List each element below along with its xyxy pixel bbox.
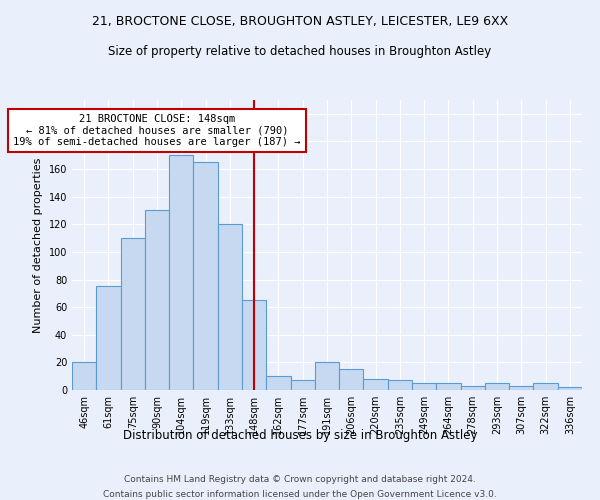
Text: Contains HM Land Registry data © Crown copyright and database right 2024.: Contains HM Land Registry data © Crown c… [124, 475, 476, 484]
Y-axis label: Number of detached properties: Number of detached properties [33, 158, 43, 332]
Bar [242, 300, 266, 390]
Bar [218, 224, 242, 390]
Bar [412, 383, 436, 390]
Bar [558, 387, 582, 390]
Bar [121, 238, 145, 390]
Bar [364, 379, 388, 390]
Bar [169, 155, 193, 390]
Bar [461, 386, 485, 390]
Text: Contains public sector information licensed under the Open Government Licence v3: Contains public sector information licen… [103, 490, 497, 499]
Bar [485, 383, 509, 390]
Text: 21 BROCTONE CLOSE: 148sqm
← 81% of detached houses are smaller (790)
19% of semi: 21 BROCTONE CLOSE: 148sqm ← 81% of detac… [13, 114, 301, 147]
Text: 21, BROCTONE CLOSE, BROUGHTON ASTLEY, LEICESTER, LE9 6XX: 21, BROCTONE CLOSE, BROUGHTON ASTLEY, LE… [92, 15, 508, 28]
Bar [266, 376, 290, 390]
Bar [533, 383, 558, 390]
Bar [436, 383, 461, 390]
Bar [72, 362, 96, 390]
Bar [388, 380, 412, 390]
Text: Size of property relative to detached houses in Broughton Astley: Size of property relative to detached ho… [109, 45, 491, 58]
Bar [509, 386, 533, 390]
Bar [96, 286, 121, 390]
Bar [315, 362, 339, 390]
Bar [145, 210, 169, 390]
Bar [193, 162, 218, 390]
Bar [290, 380, 315, 390]
Bar [339, 370, 364, 390]
Text: Distribution of detached houses by size in Broughton Astley: Distribution of detached houses by size … [123, 428, 477, 442]
